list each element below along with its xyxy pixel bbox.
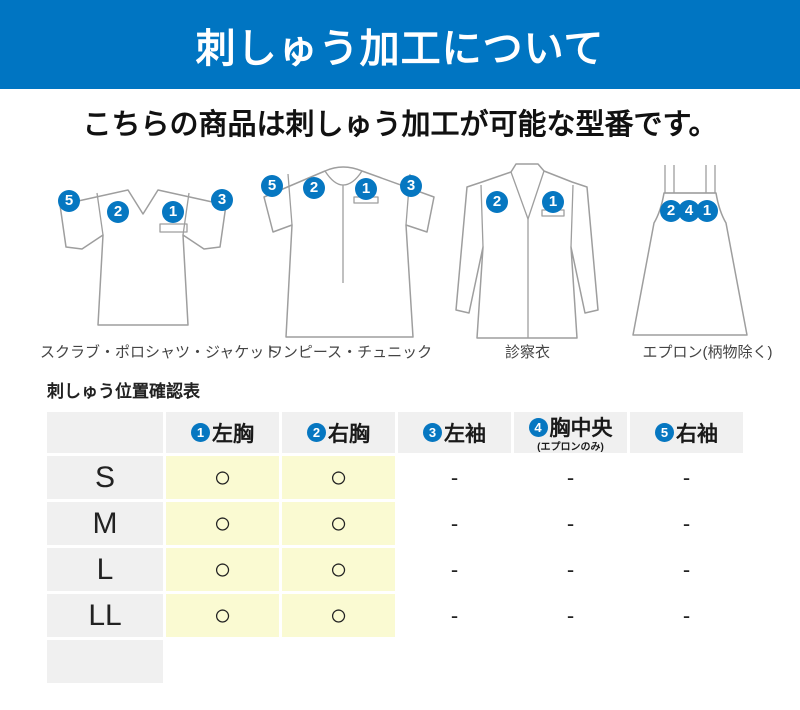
cell-unavailable: -: [398, 502, 511, 545]
table-footer-row: [47, 640, 743, 683]
column-header-right-sleeve: 5 右袖: [630, 412, 743, 453]
table-row-size-ll: LL ○ ○ - - -: [47, 594, 743, 637]
column-label: 右胸: [328, 422, 370, 446]
cell-unavailable: -: [514, 502, 627, 545]
empty-cell: [514, 640, 627, 683]
chest-pocket: [159, 223, 188, 233]
marker-2-right-chest: 2: [486, 191, 508, 213]
page-title: 刺しゅう加工について: [195, 26, 605, 71]
marker-2-right-chest: 2: [303, 177, 325, 199]
marker-5-right-sleeve: 5: [261, 175, 283, 197]
apron-illustration: [632, 165, 748, 336]
table-header-row: 1 左胸 2 右胸 3 左袖 4 胸中央 (エプロンのみ) 5 右袖: [47, 412, 743, 453]
cell-unavailable: -: [398, 594, 511, 637]
size-label: S: [47, 456, 163, 499]
cell-available: ○: [166, 548, 279, 591]
table-title: 刺しゅう位置確認表: [47, 382, 200, 401]
table-row-size-l: L ○ ○ - - -: [47, 548, 743, 591]
marker-3-left-sleeve: 3: [211, 189, 233, 211]
cell-unavailable: -: [630, 594, 743, 637]
table-row-size-s: S ○ ○ - - -: [47, 456, 743, 499]
size-label: M: [47, 502, 163, 545]
garment-figure-apron: 2 4 1 エプロン(柄物除く): [625, 152, 790, 362]
empty-cell: [630, 640, 743, 683]
column-header-left-sleeve: 3 左袖: [398, 412, 511, 453]
coat-illustration: [455, 163, 599, 339]
marker-1-left-chest: 1: [696, 200, 718, 222]
marker-1-left-chest: 1: [162, 201, 184, 223]
marker-2-right-chest: 2: [660, 200, 682, 222]
scrub-illustration: [59, 189, 227, 326]
cell-unavailable: -: [514, 594, 627, 637]
cell-available: ○: [282, 594, 395, 637]
cell-available: ○: [282, 456, 395, 499]
cell-unavailable: -: [514, 548, 627, 591]
empty-size-cell: [47, 640, 163, 683]
header-banner: 刺しゅう加工について: [0, 0, 800, 89]
column-note-apron-only: (エプロンのみ): [537, 442, 604, 453]
marker-4-chest-center: 4: [678, 200, 700, 222]
position-1-badge: 1: [191, 423, 210, 442]
column-header-left-chest: 1 左胸: [166, 412, 279, 453]
marker-2-right-chest: 2: [107, 201, 129, 223]
column-header-right-chest: 2 右胸: [282, 412, 395, 453]
garment-figure-coat: 2 1 診察衣: [450, 152, 605, 362]
corner-cell: [47, 412, 163, 453]
position-2-badge: 2: [307, 423, 326, 442]
table-row-size-m: M ○ ○ - - -: [47, 502, 743, 545]
marker-1-left-chest: 1: [355, 178, 377, 200]
garment-figure-tunic: 5 2 1 3 ワンピース・チュニック: [255, 152, 445, 362]
cell-available: ○: [282, 502, 395, 545]
column-label: 右袖: [676, 422, 718, 446]
marker-5-right-sleeve: 5: [58, 190, 80, 212]
cell-available: ○: [166, 594, 279, 637]
empty-cell: [282, 640, 395, 683]
cell-available: ○: [166, 502, 279, 545]
garment-figure-scrub: 5 2 1 3 スクラブ・ポロシャツ・ジャケット: [40, 152, 280, 362]
cell-unavailable: -: [630, 456, 743, 499]
cell-available: ○: [282, 548, 395, 591]
column-header-chest-center: 4 胸中央 (エプロンのみ): [514, 412, 627, 453]
cell-unavailable: -: [398, 456, 511, 499]
empty-cell: [166, 640, 279, 683]
position-4-badge: 4: [528, 417, 548, 437]
column-label: 左袖: [444, 422, 486, 446]
marker-1-left-chest: 1: [542, 191, 564, 213]
subtitle-text: こちらの商品は刺しゅう加工が可能な型番です。: [82, 109, 718, 141]
garment-label: エプロン(柄物除く): [642, 344, 773, 361]
empty-cell: [398, 640, 511, 683]
embroidery-position-table: 1 左胸 2 右胸 3 左袖 4 胸中央 (エプロンのみ) 5 右袖 S ○ ○ - - …: [44, 409, 746, 686]
garment-label: 診察衣: [504, 344, 550, 361]
position-3-badge: 3: [423, 423, 442, 442]
garment-label: スクラブ・ポロシャツ・ジャケット: [40, 344, 280, 361]
garment-label: ワンピース・チュニック: [267, 344, 433, 361]
column-label: 胸中央: [549, 417, 613, 440]
cell-unavailable: -: [630, 548, 743, 591]
marker-3-left-sleeve: 3: [400, 175, 422, 197]
size-label: LL: [47, 594, 163, 637]
cell-unavailable: -: [398, 548, 511, 591]
size-label: L: [47, 548, 163, 591]
column-label: 左胸: [212, 422, 254, 446]
cell-unavailable: -: [514, 456, 627, 499]
position-5-badge: 5: [655, 423, 674, 442]
cell-unavailable: -: [630, 502, 743, 545]
cell-available: ○: [166, 456, 279, 499]
